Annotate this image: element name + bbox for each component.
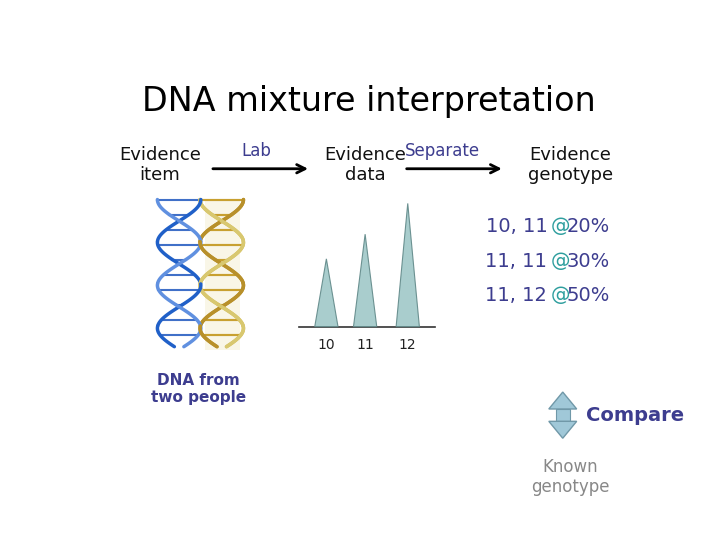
Text: 11, 11: 11, 11 [485,252,547,271]
Text: Evidence
genotype: Evidence genotype [528,145,613,184]
Text: 50%: 50% [567,286,610,305]
Text: 30%: 30% [567,252,610,271]
Text: 12: 12 [399,338,417,352]
Text: DNA from
two people: DNA from two people [151,373,246,405]
Text: Evidence
item: Evidence item [119,145,201,184]
Text: 10: 10 [318,338,336,352]
Text: @: @ [551,252,571,271]
Polygon shape [396,204,419,327]
Polygon shape [315,259,338,327]
Text: 10, 11: 10, 11 [485,217,547,236]
Text: 20%: 20% [567,217,610,236]
Text: 11, 12: 11, 12 [485,286,547,305]
Bar [204,200,240,350]
Text: Separate: Separate [405,142,480,160]
Text: Compare: Compare [586,406,684,424]
Polygon shape [549,421,577,438]
Text: 11: 11 [356,338,374,352]
Polygon shape [549,392,577,409]
Text: Lab: Lab [242,142,271,160]
Polygon shape [354,234,377,327]
Text: Known
genotype: Known genotype [531,457,610,496]
Text: DNA mixture interpretation: DNA mixture interpretation [142,85,596,118]
Text: @: @ [551,286,571,305]
Text: Evidence
data: Evidence data [324,145,406,184]
Text: @: @ [551,217,571,236]
Bar [556,409,570,421]
